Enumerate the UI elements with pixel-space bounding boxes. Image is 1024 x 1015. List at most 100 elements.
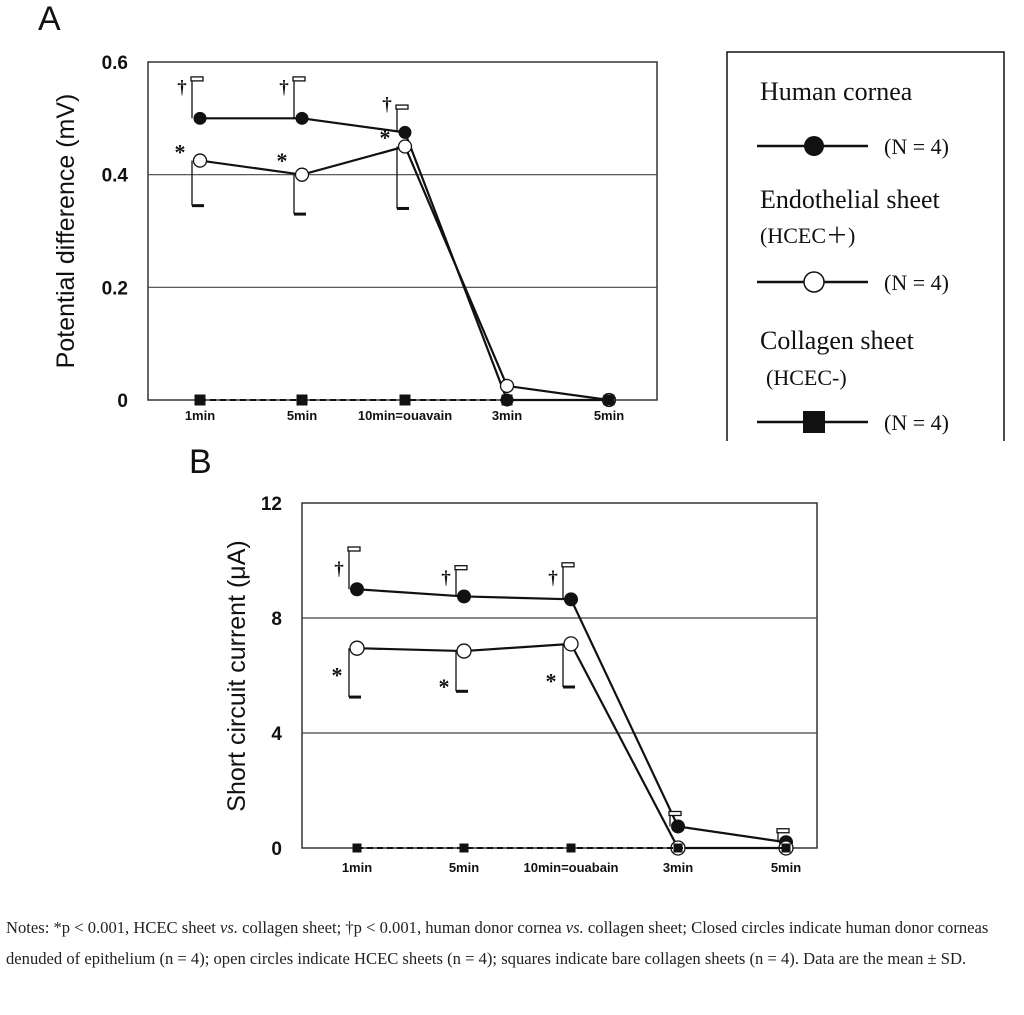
panel-b-error-cap <box>561 562 575 568</box>
notes-vs-2: vs. <box>565 918 584 937</box>
legend-entry-2-marker <box>803 271 825 293</box>
panel-b-series-1-point <box>564 592 578 607</box>
panel-a-ytick-label: 0.4 <box>102 166 129 187</box>
panel-b-series-1-line <box>356 588 787 844</box>
panel-b-frame <box>301 502 818 849</box>
panel-b-significance-mark: * <box>439 674 450 699</box>
panel-b-error-cap <box>347 546 361 552</box>
panel-a-series-1-point <box>398 125 412 139</box>
panel-b-series-2-point <box>456 643 472 659</box>
legend-entry-2-n: (N = 4) <box>884 270 949 295</box>
panel-a-ytick-label: 0.2 <box>102 278 128 299</box>
panel-b-series-1-point <box>671 819 685 834</box>
notes-part-2: collagen sheet; †p < 0.001, human donor … <box>238 918 566 937</box>
panel-b-ylabel: Short circuit current (μA) <box>223 540 251 811</box>
legend-entry-1-name: Human cornea <box>760 77 913 106</box>
panel-b-significance-mark: † <box>548 568 558 589</box>
panel-b-error-cap <box>454 565 468 571</box>
panel-b-series-1-point <box>350 582 364 597</box>
panel-a-series-2-point <box>397 139 413 154</box>
panel-a-xtick-label: 5min <box>287 408 317 423</box>
panel-b-error-cap <box>456 689 468 693</box>
panel-a-significance-mark: * <box>277 148 288 173</box>
legend-entry-1-n: (N = 4) <box>884 134 949 159</box>
panel-a-significance-mark: † <box>177 77 187 98</box>
panel-a-ytick-label: 0 <box>117 391 128 412</box>
panel-a-xtick-label: 5min <box>594 408 624 423</box>
panel-a-error-cap <box>190 76 204 82</box>
legend: Human cornea (N = 4) Endothelial sheet (… <box>726 51 1005 441</box>
panel-b-series-1-point <box>457 589 471 604</box>
notes-part-3: collagen sheet; Closed circles indicate … <box>6 918 989 968</box>
panel-b-significance-mark: † <box>441 568 451 589</box>
panel-a-significance-mark: † <box>279 77 289 98</box>
panel-a-error-cap <box>294 212 306 216</box>
panel-b-xtick-label: 1min <box>342 860 372 875</box>
panel-b-significance-mark: * <box>546 668 557 693</box>
panel-a-series-2-point <box>294 167 310 182</box>
panel-a-series-1-point <box>295 111 309 125</box>
panel-b-series-3-point <box>566 843 576 853</box>
panel-a-xtick-label: 10min=ouavain <box>358 408 452 423</box>
panel-a-xtick-label: 1min <box>185 408 215 423</box>
panel-a-frame <box>147 61 658 401</box>
panel-a-error-cap <box>192 204 204 208</box>
legend-entry-3-n: (N = 4) <box>884 410 949 435</box>
panel-b-series-2-point <box>349 640 365 656</box>
panel-a-error-cap <box>397 206 409 210</box>
panel-b-error-cap <box>563 685 575 689</box>
panel-a-significance-mark: * <box>175 139 186 164</box>
panel-a-xtick-label: 3min <box>492 408 522 423</box>
legend-entry-2-sub: (HCEC＋) <box>760 223 855 248</box>
panel-b-xtick-label: 3min <box>663 860 693 875</box>
notes-part-1: Notes: *p < 0.001, HCEC sheet <box>6 918 221 937</box>
panel-a-series-1-line <box>200 117 609 402</box>
panel-b-error-cap <box>349 695 361 699</box>
panel-b-xtick-label: 10min=ouabain <box>524 860 619 875</box>
panel-b-xtick-label: 5min <box>449 860 479 875</box>
panel-a-series-2-point <box>499 378 515 394</box>
legend-entry-2-name: Endothelial sheet <box>760 185 941 214</box>
panel-label-a: A <box>38 0 61 38</box>
panel-b-significance-mark: † <box>334 559 344 580</box>
panel-a-ytick-label: 0.6 <box>102 53 128 74</box>
figure-notes: Notes: *p < 0.001, HCEC sheet vs. collag… <box>6 912 1022 974</box>
legend-border <box>726 51 1005 441</box>
panel-b-ytick-label: 8 <box>271 609 282 630</box>
panel-a-series-3-point <box>399 394 411 406</box>
panel-b-ytick-label: 0 <box>271 839 282 860</box>
panel-b-series-3-point <box>459 843 469 853</box>
legend-entry-1-marker <box>804 136 824 156</box>
panel-b-xtick-label: 5min <box>771 860 801 875</box>
legend-entry-3-name: Collagen sheet <box>760 326 915 355</box>
panel-a-significance-mark: * <box>380 125 391 150</box>
panel-a-series-2-point <box>192 153 208 168</box>
figure: A B Potential difference (mV) 0 0.2 0.4 0.6… <box>38 0 1005 875</box>
panel-b-series-2-point <box>563 636 579 652</box>
legend-entry-3-marker <box>803 411 825 433</box>
panel-b-series-3-point <box>781 843 791 853</box>
panel-b-series-3-point <box>352 843 362 853</box>
panel-a-series-3-point <box>501 394 513 406</box>
panel-b-chart: Short circuit current (μA) 0 4 8 12 1min 5min… <box>223 494 818 875</box>
panel-label-b: B <box>189 443 212 481</box>
panel-b-significance-mark: * <box>332 663 343 688</box>
panel-a-error-cap <box>395 104 409 110</box>
notes-vs-1: vs. <box>220 918 238 937</box>
panel-b-error-cap <box>776 828 790 834</box>
panel-b-series-3-point <box>673 843 683 853</box>
panel-b-ytick-label: 4 <box>271 724 282 745</box>
legend-entry-3-sub: (HCEC-) <box>766 365 847 390</box>
panel-a-ylabel: Potential difference (mV) <box>52 94 80 369</box>
panel-a-series-3-point <box>603 394 615 406</box>
panel-b-ytick-label: 12 <box>261 494 282 515</box>
panel-a-series-2-line <box>199 145 610 402</box>
panel-a-series-1-point <box>193 111 207 125</box>
panel-a-series-3-point <box>296 394 308 406</box>
panel-a-significance-mark: † <box>382 94 392 115</box>
panel-b-error-cap <box>668 810 682 817</box>
panel-a-chart: Potential difference (mV) 0 0.2 0.4 0.6 1min… <box>52 53 658 423</box>
panel-a-error-cap <box>292 76 306 82</box>
panel-a-series-3-point <box>194 394 206 406</box>
panel-b-series-2-line <box>356 642 786 850</box>
